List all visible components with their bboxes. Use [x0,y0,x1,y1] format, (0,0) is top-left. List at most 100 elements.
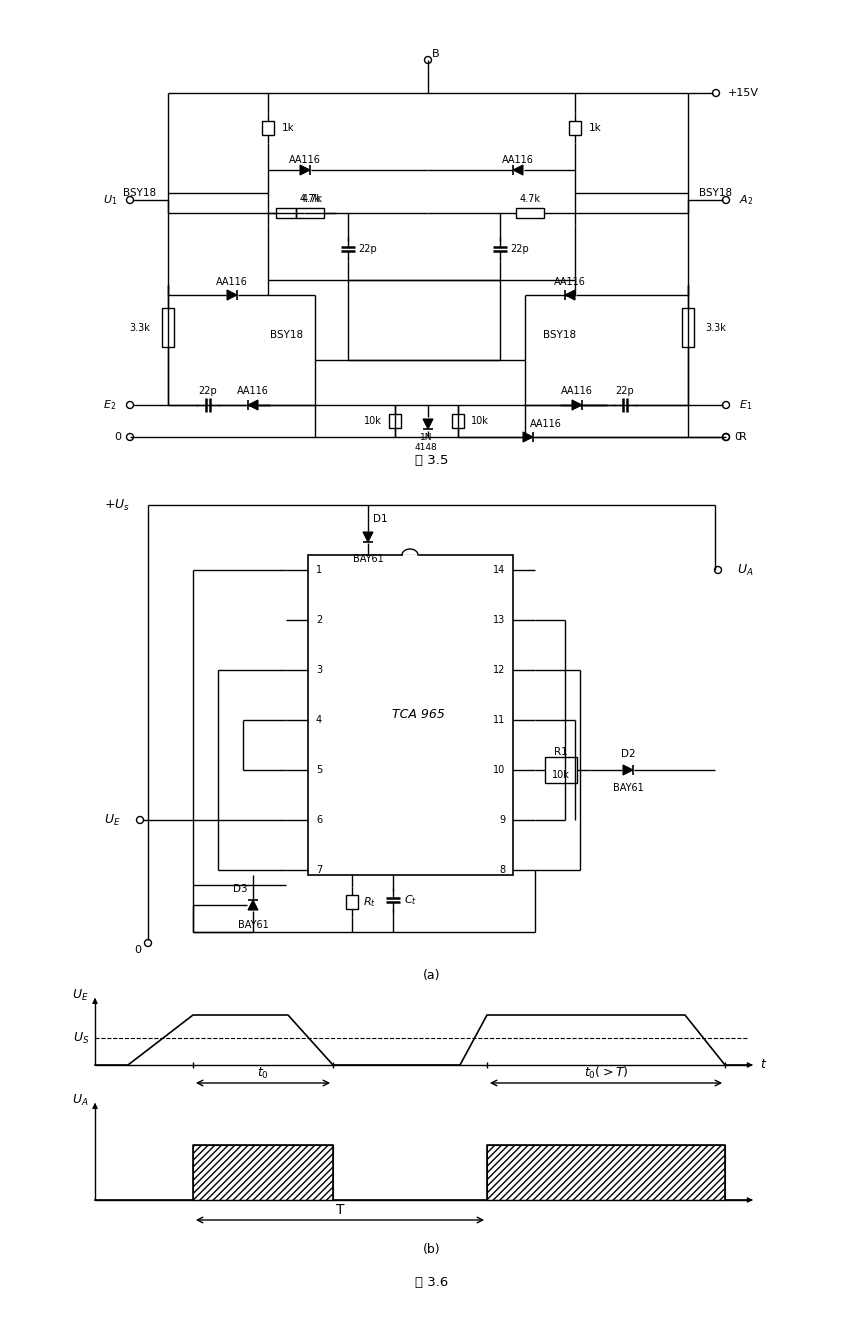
Text: $U_E$: $U_E$ [105,812,121,827]
Text: $t_0$: $t_0$ [257,1065,269,1081]
Text: 22p: 22p [511,244,530,254]
Text: +15V: +15V [727,88,759,98]
Text: AA116: AA116 [289,155,321,165]
Text: $E_1$: $E_1$ [740,399,753,412]
Bar [682,308,694,347]
Text: $E_2$: $E_2$ [104,399,117,412]
Text: 4.7k: 4.7k [300,194,321,203]
Bar [452,413,464,428]
Bar [193,1145,333,1200]
Text: D1: D1 [373,514,388,524]
Text: $R_t$: $R_t$ [364,895,377,909]
Text: T: T [336,1203,344,1218]
Text: $U_A$: $U_A$ [737,562,753,578]
Text: $U_E$: $U_E$ [72,987,88,1002]
Text: 4: 4 [316,714,322,725]
Text: $U_1$: $U_1$ [103,193,118,207]
Text: 14: 14 [492,565,505,575]
Text: 1N: 1N [420,434,432,443]
Text: BAY61: BAY61 [353,554,384,565]
Text: 22p: 22p [616,385,634,396]
Bar [346,895,358,909]
Bar [276,207,295,218]
Bar [569,122,581,135]
Text: 3.3k: 3.3k [130,322,150,333]
Polygon shape [523,432,533,442]
Text: B: B [432,50,440,59]
Text: 10k: 10k [552,769,570,780]
Text: $C_t$: $C_t$ [404,892,417,907]
Text: AA116: AA116 [554,277,586,286]
Text: 4.7k: 4.7k [302,194,322,203]
Text: 6: 6 [316,815,322,826]
Text: 5: 5 [316,765,322,775]
Text: 10k: 10k [471,416,489,425]
Polygon shape [565,290,575,300]
Text: BAY61: BAY61 [238,921,269,930]
Text: 图 3.5: 图 3.5 [416,454,448,467]
Bar [516,207,544,218]
Text: 10: 10 [492,765,505,775]
Text: 1k: 1k [588,123,601,132]
Text: 4148: 4148 [415,443,437,452]
Text: 0: 0 [734,432,741,442]
Polygon shape [300,165,310,175]
Text: 2: 2 [316,615,322,625]
Polygon shape [423,419,433,429]
Text: 图 3.6: 图 3.6 [416,1275,448,1288]
Text: $+U_s$: $+U_s$ [104,498,130,512]
Text: R1: R1 [554,747,568,757]
Text: 1k: 1k [282,123,295,132]
Bar [545,757,577,783]
Text: D3: D3 [233,884,248,894]
Text: BSY18: BSY18 [543,330,576,340]
Text: 22p: 22p [199,385,218,396]
Text: $U_S$: $U_S$ [73,1030,89,1045]
Text: AA116: AA116 [216,277,248,286]
Text: (b): (b) [423,1243,441,1256]
Polygon shape [248,400,258,409]
Text: 7: 7 [316,864,322,875]
Bar [389,413,401,428]
Text: BAY61: BAY61 [613,783,644,793]
Polygon shape [513,165,523,175]
Text: AA116: AA116 [237,385,269,396]
Bar [262,122,274,135]
Text: R: R [739,432,746,442]
Bar [296,207,324,218]
Text: $t_0(>T)$: $t_0(>T)$ [584,1065,628,1081]
Bar [487,1145,725,1200]
Polygon shape [248,900,258,910]
Text: 0: 0 [115,432,122,442]
Text: D2: D2 [620,749,635,759]
Text: BSY18: BSY18 [124,189,156,198]
Text: AA116: AA116 [502,155,534,165]
Text: t: t [760,1058,766,1072]
Text: BSY18: BSY18 [270,330,303,340]
Text: $A_2$: $A_2$ [739,193,753,207]
Text: 4.7k: 4.7k [519,194,541,203]
Polygon shape [227,290,237,300]
Text: $U_A$: $U_A$ [72,1092,88,1108]
Polygon shape [363,533,373,542]
Text: AA116: AA116 [561,385,593,396]
Text: BSY18: BSY18 [700,189,733,198]
Text: 8: 8 [499,864,505,875]
Polygon shape [572,400,582,409]
Text: 22p: 22p [359,244,378,254]
Text: 3.3k: 3.3k [706,322,727,333]
Polygon shape [623,765,633,775]
Text: TCA 965: TCA 965 [392,709,445,721]
Text: 12: 12 [492,665,505,674]
Bar [308,555,513,875]
Text: (a): (a) [423,969,441,982]
Text: 3: 3 [316,665,322,674]
Bar [162,308,174,347]
Text: 13: 13 [492,615,505,625]
Text: 0: 0 [135,945,142,955]
Text: 10k: 10k [364,416,382,425]
Text: 11: 11 [492,714,505,725]
Text: 1: 1 [316,565,322,575]
Text: AA116: AA116 [530,419,562,429]
Text: 9: 9 [499,815,505,826]
